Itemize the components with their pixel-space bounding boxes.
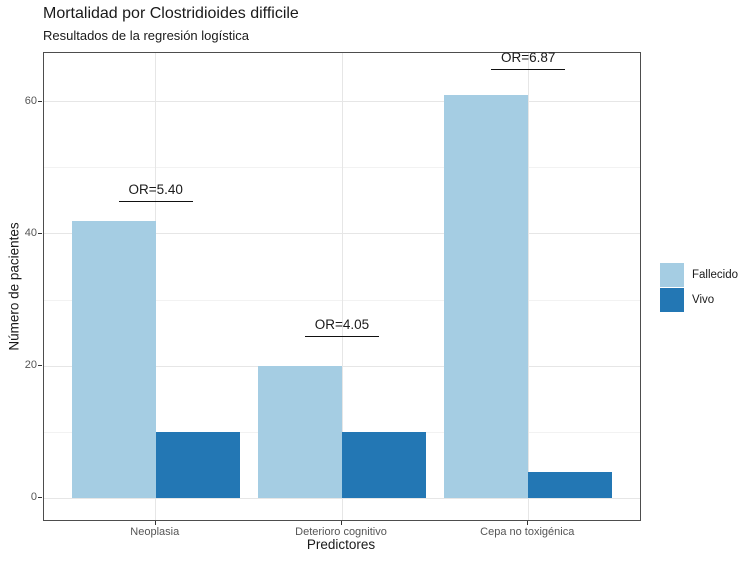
legend-label: Vivo bbox=[692, 294, 715, 306]
bar-fallecido-deterioro-cognitivo bbox=[258, 366, 342, 499]
x-axis-tick bbox=[527, 521, 529, 525]
or-annotation-line-0 bbox=[118, 200, 193, 202]
legend-key-vivo bbox=[660, 288, 684, 312]
y-axis-tick bbox=[38, 232, 42, 234]
x-tick-label-neoplasia: Neoplasia bbox=[130, 526, 180, 538]
y-axis-tick bbox=[38, 100, 42, 102]
x-tick-label-cepa-no-toxigenica: Cepa no toxigénica bbox=[480, 526, 575, 538]
gridline-major-v bbox=[155, 53, 157, 520]
y-axis-title: Número de pacientes bbox=[6, 222, 22, 351]
y-axis-tick bbox=[38, 365, 42, 367]
x-axis-tick bbox=[341, 521, 342, 525]
x-axis-title: Predictores bbox=[306, 537, 376, 552]
bar-vivo-deterioro-cognitivo bbox=[342, 432, 426, 499]
bar-vivo-cepa-no-toxigenica bbox=[528, 471, 613, 499]
y-tick-label: 60 bbox=[24, 94, 37, 107]
legend: Fallecido Vivo bbox=[660, 263, 738, 313]
or-annotation-label-1: OR=4.05 bbox=[314, 317, 370, 333]
y-tick-label: 20 bbox=[24, 359, 37, 372]
gridline-major-v bbox=[527, 53, 529, 520]
plot-panel: OR=5.40 OR=4.05 OR=6.87 bbox=[43, 49, 641, 521]
legend-item-fallecido: Fallecido bbox=[660, 263, 738, 287]
y-tick-label: 40 bbox=[24, 226, 37, 239]
chart-title: Mortalidad por Clostridioides difficile bbox=[43, 5, 299, 22]
x-axis-tick bbox=[154, 521, 156, 525]
or-annotation-line-1 bbox=[305, 336, 379, 338]
y-axis-tick bbox=[38, 497, 42, 499]
bar-fallecido-neoplasia bbox=[71, 220, 156, 499]
legend-item-vivo: Vivo bbox=[660, 288, 738, 312]
or-annotation-label-0: OR=5.40 bbox=[128, 181, 183, 197]
bar-fallecido-cepa-no-toxigenica bbox=[444, 95, 529, 499]
y-tick-label: 0 bbox=[30, 491, 37, 504]
legend-label: Fallecido bbox=[692, 269, 739, 281]
x-tick-label-deterioro-cognitivo: Deterioro cognitivo bbox=[295, 526, 387, 538]
or-annotation-line-2 bbox=[491, 68, 566, 70]
bar-vivo-neoplasia bbox=[155, 432, 240, 499]
chart-subtitle: Resultados de la regresión logística bbox=[43, 28, 249, 43]
legend-key-fallecido bbox=[660, 263, 684, 287]
or-annotation-label-2: OR=6.87 bbox=[501, 49, 556, 65]
gridline-major-v bbox=[341, 53, 343, 520]
